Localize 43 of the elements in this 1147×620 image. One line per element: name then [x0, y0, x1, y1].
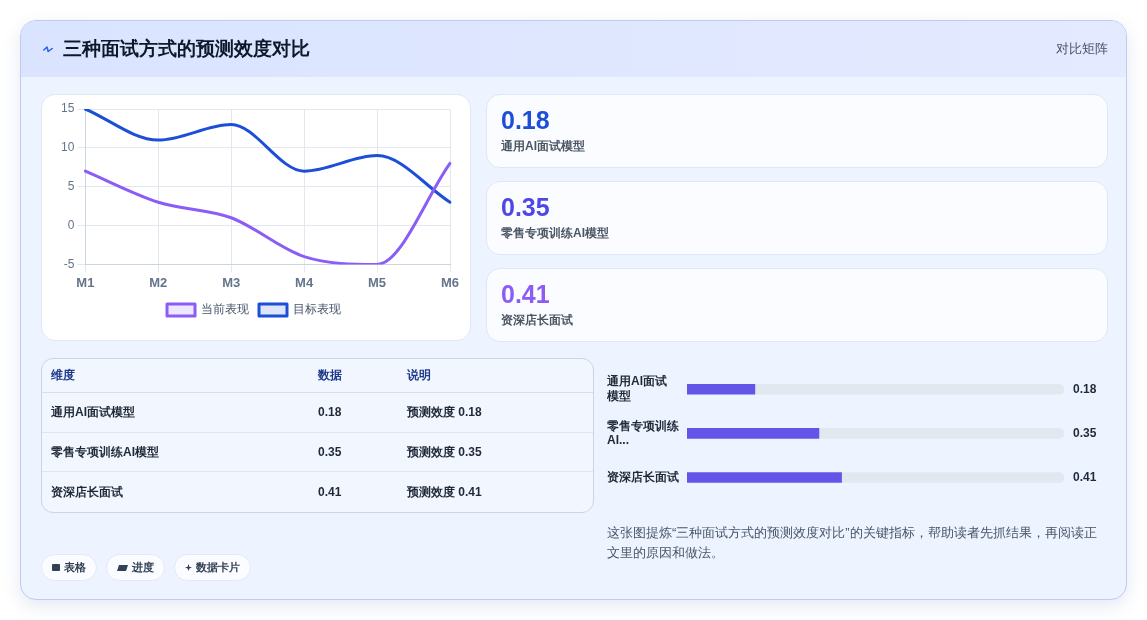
category-label: 通用AI面试模型 — [51, 405, 135, 419]
y-tick-label: 5 — [67, 179, 75, 194]
chart-title: 三种面试方式的预测效度对比 — [63, 38, 310, 59]
data-label: 预测效度 0.18 — [407, 405, 482, 419]
text: 说明 — [407, 368, 431, 382]
data-label: 0.35 — [1073, 425, 1097, 440]
y-tick-label: 10 — [60, 140, 75, 155]
data-label: 0.41 — [501, 279, 550, 309]
category-label: 零售专项训练AI模型 — [501, 226, 609, 240]
y-tick-label: -5 — [63, 256, 75, 271]
data-label: 0.41 — [318, 485, 342, 499]
text: 数据卡片 — [196, 560, 240, 575]
category-label: 零售专项训练AI模型 — [51, 445, 159, 459]
x-tick-label: M1 — [76, 274, 95, 290]
x-tick-label: M6 — [440, 274, 460, 290]
text: 这张图提炼“三种面试方式的预测效度对比”的关键指标，帮助读者先抓结果，再阅读正文里的原因和做法。 — [607, 525, 1097, 560]
y-tick-label: 零售专项训练AI... — [606, 418, 679, 447]
data-label: 0.18 — [318, 405, 342, 419]
category-label: 资深店长面试 — [501, 313, 573, 327]
data-label: 预测效度 0.41 — [407, 485, 482, 499]
x-tick-label: M5 — [368, 274, 387, 290]
data-label: 预测效度 0.35 — [407, 445, 482, 459]
y-tick-label: 15 — [60, 101, 75, 116]
text: 表格 — [64, 560, 86, 575]
legend-label: 当前表现 — [201, 302, 249, 317]
y-tick-label: 资深店长面试 — [607, 469, 679, 484]
y-tick-label: 通用AI面试模型 — [606, 374, 667, 403]
x-tick-label: M4 — [295, 274, 314, 290]
x-tick-label: M2 — [149, 274, 168, 290]
data-label: 0.18 — [501, 105, 550, 135]
legend-label: 目标表现 — [293, 302, 341, 317]
category-label: 资深店长面试 — [51, 485, 123, 499]
text: 进度 — [132, 560, 154, 575]
category-label: 通用AI面试模型 — [501, 139, 585, 153]
data-label: 0.41 — [1073, 469, 1097, 484]
y-tick-label: 0 — [67, 217, 75, 232]
data-label: 0.35 — [318, 445, 342, 459]
series-label: 数据 — [318, 368, 342, 382]
data-label: 0.18 — [1073, 381, 1097, 396]
text: 对比矩阵 — [1056, 41, 1108, 56]
text: 维度 — [51, 368, 75, 382]
x-tick-label: M3 — [222, 274, 241, 290]
data-label: 0.35 — [501, 192, 550, 222]
